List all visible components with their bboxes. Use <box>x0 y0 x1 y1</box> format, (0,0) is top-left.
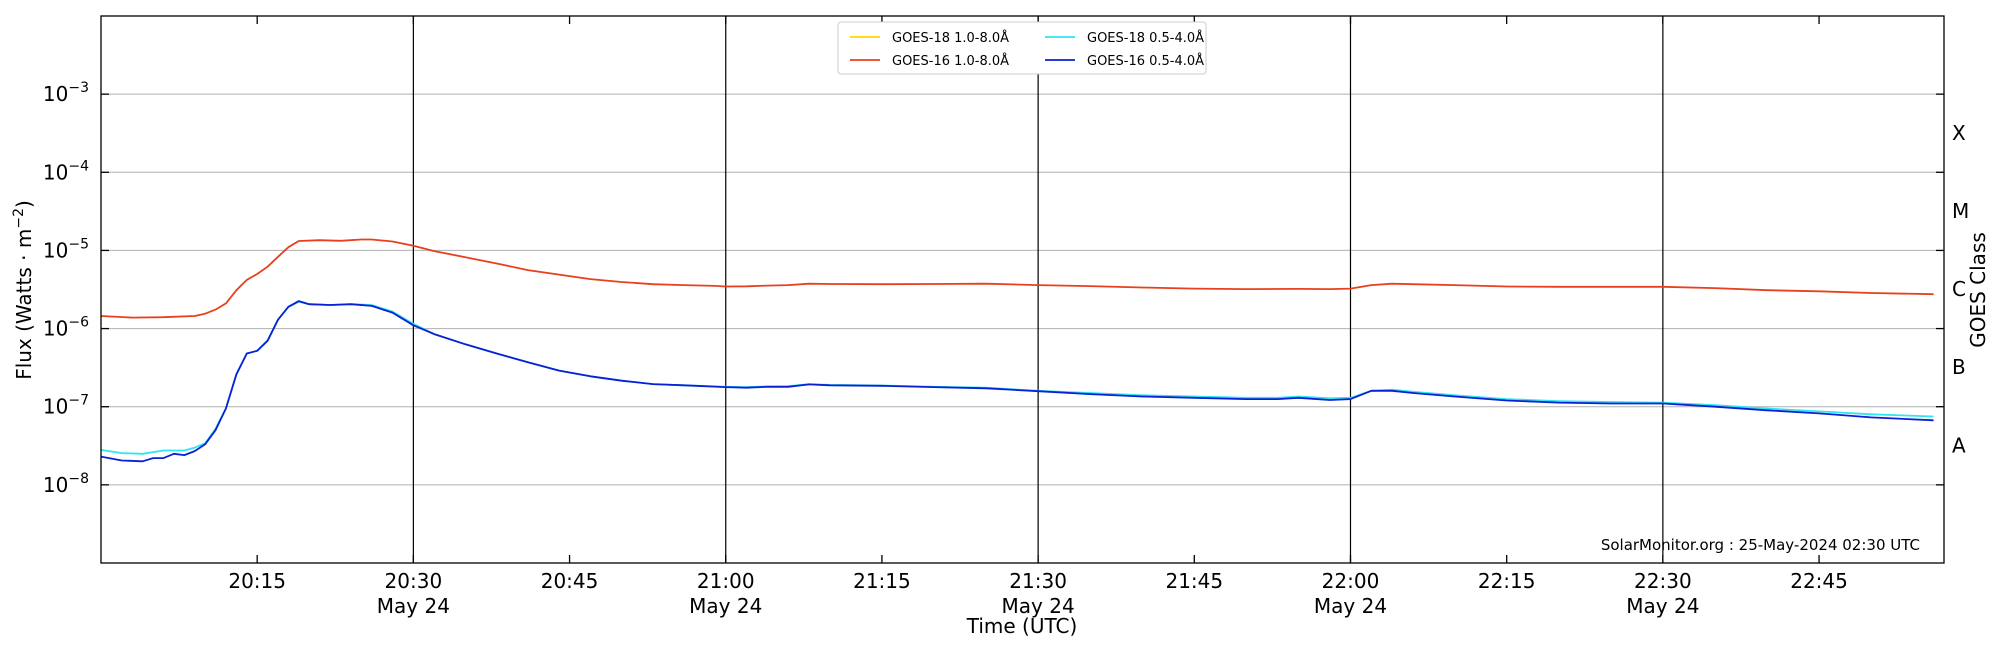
x-tick-label: 21:45 <box>1165 569 1223 593</box>
legend-entry-label: GOES-18 0.5-4.0Å <box>1087 30 1204 46</box>
x-tick-date-label: May 24 <box>689 594 762 618</box>
y-axis-ticks: 10−8 10−7 10−6 10−5 10−4 10−3 <box>43 80 1944 497</box>
legend-entry-label: GOES-18 1.0-8.0Å <box>892 30 1009 46</box>
x-tick-date-label: May 24 <box>1314 594 1387 618</box>
x-tick-date-label: May 24 <box>377 594 450 618</box>
goes-class-label-x: X <box>1952 121 1966 145</box>
series-line-3 <box>100 300 1934 463</box>
legend: GOES-18 1.0-8.0Å GOES-16 1.0-8.0Å GOES-18 … <box>837 21 1207 75</box>
x-tick-label: 20:30 <box>385 569 443 593</box>
y2-axis-label: GOES Class <box>1966 232 1990 348</box>
legend-entry-label: GOES-16 0.5-4.0Å <box>1087 53 1204 69</box>
x-tick-label: 20:15 <box>228 569 286 593</box>
x-tick-label: 21:30 <box>1009 569 1067 593</box>
series-line-1 <box>100 238 1934 319</box>
y-tick-label: 10−5 <box>43 236 89 262</box>
y-tick-label: 10−8 <box>43 471 89 497</box>
x-axis-label: Time (UTC) <box>966 614 1078 638</box>
goes-class-label-b: B <box>1952 355 1966 379</box>
series-lines <box>100 238 1934 463</box>
x-tick-label: 20:45 <box>541 569 599 593</box>
legend-box <box>837 21 1207 75</box>
y-tick-label: 10−6 <box>43 315 89 341</box>
x-tick-label: 21:00 <box>697 569 755 593</box>
legend-entry-label: GOES-16 1.0-8.0Å <box>892 53 1009 69</box>
x-tick-label: 22:30 <box>1634 569 1692 593</box>
y-tick-label: 10−7 <box>43 393 89 419</box>
grid <box>101 93 1944 486</box>
x-tick-label: 22:45 <box>1790 569 1848 593</box>
x-tick-date-label: May 24 <box>1002 594 1075 618</box>
goes-class-label-m: M <box>1952 199 1969 223</box>
x-tick-label: 22:15 <box>1478 569 1536 593</box>
y-axis-label: Flux (Watts · m−2) <box>11 200 36 380</box>
x-tick-date-label: May 24 <box>1626 594 1699 618</box>
x-tick-label: 22:00 <box>1322 569 1380 593</box>
y-tick-label: 10−4 <box>43 158 89 184</box>
goes-class-label-a: A <box>1952 433 1966 457</box>
watermark-text: SolarMonitor.org : 25-May-2024 02:30 UTC <box>1601 536 1920 554</box>
plot-frame <box>100 15 1945 564</box>
x-tick-label: 21:15 <box>853 569 911 593</box>
goes-class-labels: A B C M X <box>1952 121 1969 458</box>
y-tick-label: 10−3 <box>43 80 89 106</box>
goes-class-label-c: C <box>1952 277 1966 301</box>
